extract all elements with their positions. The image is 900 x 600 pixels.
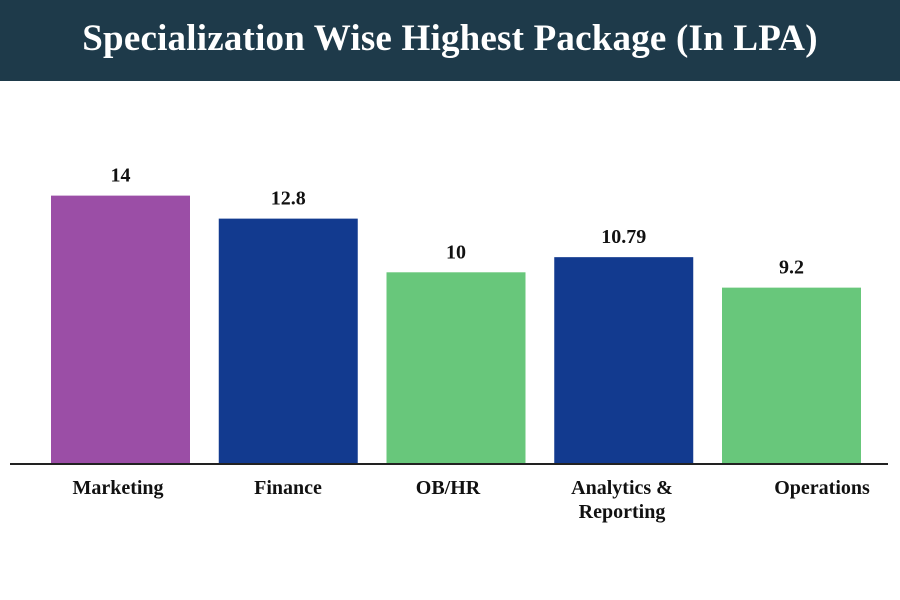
x-tick-label-0: Marketing <box>72 477 163 499</box>
bar-chart: 14 12.8 10 10.79 9.2 Marketing Finance OB/HR Ana… <box>0 81 900 600</box>
x-tick-label-1: Finance <box>254 477 322 499</box>
chart-title: Specialization Wise Highest Package (In … <box>82 18 818 59</box>
x-tick-label-3: Analytics & Reporting <box>571 477 673 523</box>
bar-1 <box>218 218 358 464</box>
data-label-2: 10 <box>446 241 466 263</box>
x-tick-label-4: Operations <box>774 477 870 499</box>
bar-0 <box>51 195 190 464</box>
bar-3 <box>554 257 694 464</box>
bar-4 <box>722 287 861 464</box>
data-label-4: 9.2 <box>779 257 804 279</box>
data-label-0: 14 <box>111 165 131 187</box>
data-label-3: 10.79 <box>601 226 646 248</box>
bar-chart-svg: 14 12.8 10 10.79 9.2 Marketing Finance OB/HR Ana… <box>10 165 888 523</box>
chart-header: Specialization Wise Highest Package (In … <box>0 0 900 81</box>
x-tick-label-2: OB/HR <box>416 477 481 499</box>
data-label-1: 12.8 <box>271 188 306 210</box>
bar-2 <box>386 272 526 464</box>
